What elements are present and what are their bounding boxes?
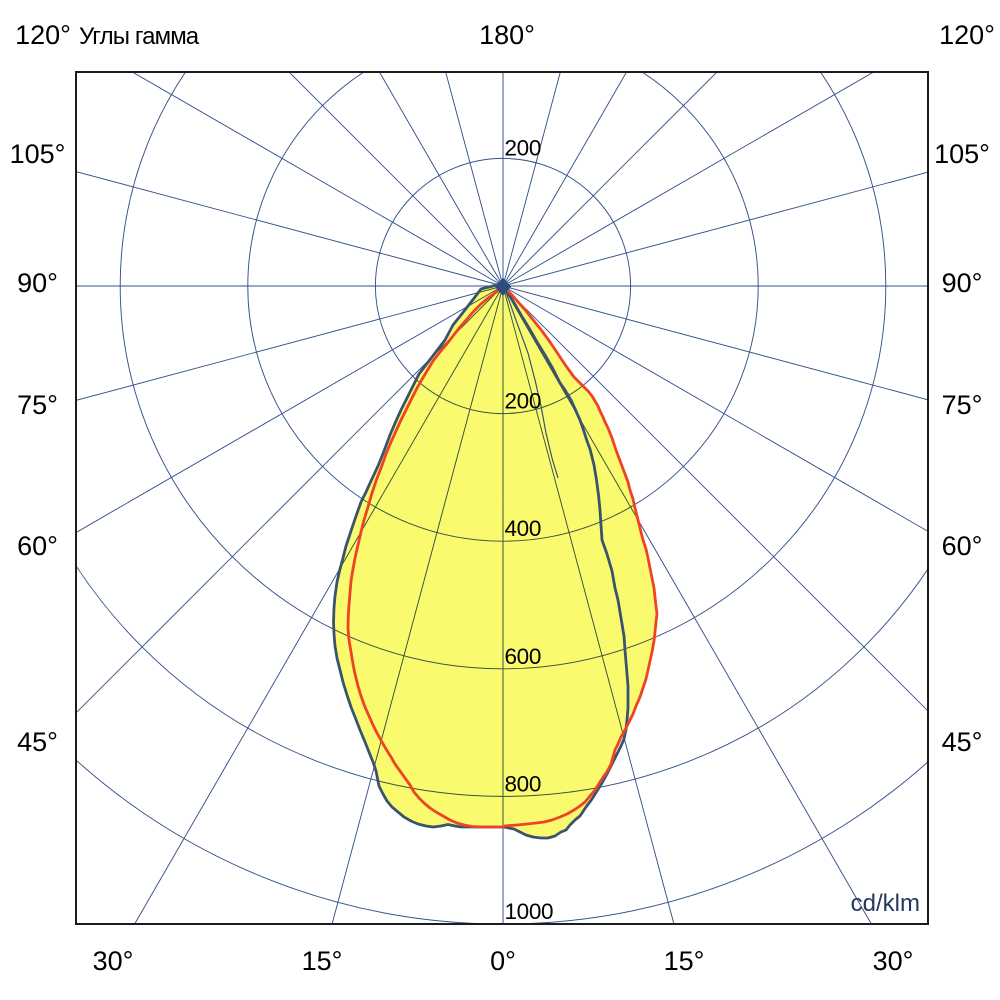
- svg-text:75°: 75°: [942, 390, 983, 420]
- svg-text:30°: 30°: [93, 946, 134, 976]
- svg-text:15°: 15°: [664, 946, 705, 976]
- svg-text:90°: 90°: [942, 268, 983, 298]
- svg-text:105°: 105°: [10, 139, 66, 169]
- svg-text:45°: 45°: [942, 727, 983, 757]
- svg-text:60°: 60°: [942, 531, 983, 561]
- svg-text:30°: 30°: [873, 946, 914, 976]
- svg-text:120°: 120°: [15, 20, 71, 50]
- svg-text:75°: 75°: [17, 390, 58, 420]
- svg-text:105°: 105°: [934, 139, 990, 169]
- svg-text:60°: 60°: [17, 531, 58, 561]
- svg-text:200: 200: [505, 389, 542, 414]
- svg-text:200: 200: [505, 135, 542, 160]
- svg-text:0°: 0°: [490, 946, 516, 976]
- svg-text:45°: 45°: [17, 727, 58, 757]
- svg-text:1000: 1000: [505, 899, 554, 924]
- svg-text:Углы гамма: Углы гамма: [79, 23, 200, 50]
- svg-text:400: 400: [505, 516, 542, 541]
- svg-text:180°: 180°: [479, 20, 535, 50]
- svg-text:15°: 15°: [302, 946, 343, 976]
- svg-text:cd/klm: cd/klm: [851, 890, 920, 917]
- svg-text:90°: 90°: [17, 268, 58, 298]
- svg-text:120°: 120°: [939, 20, 995, 50]
- svg-text:800: 800: [505, 771, 542, 796]
- svg-text:600: 600: [505, 644, 542, 669]
